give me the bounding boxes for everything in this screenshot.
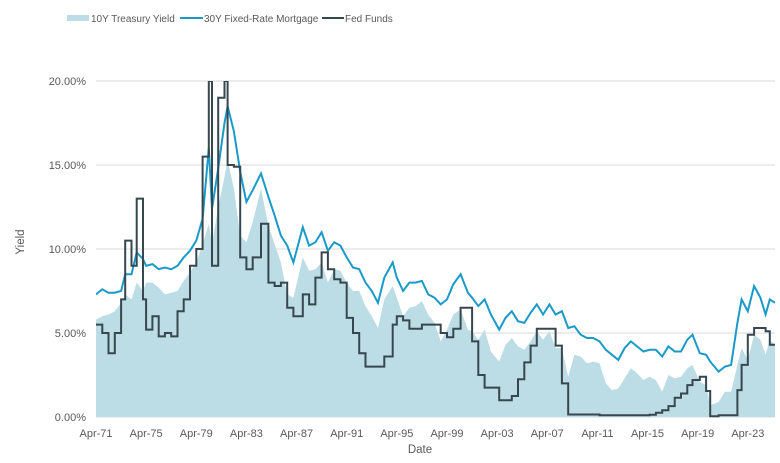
x-tick-label: Apr-83: [230, 428, 263, 440]
legend-swatch-10y: [67, 15, 89, 21]
x-tick-label: Apr-91: [330, 428, 363, 440]
series-fed-funds-line: [96, 81, 775, 418]
legend-label-30y: 30Y Fixed-Rate Mortgage: [204, 14, 319, 25]
x-tick-label: Apr-15: [631, 428, 664, 440]
legend-label-fed: Fed Funds: [345, 14, 393, 25]
x-axis-title: Date: [408, 444, 432, 456]
series-10y-treasury-area: [96, 160, 775, 417]
x-tick-label: Apr-99: [430, 428, 463, 440]
x-tick-label: Apr-11: [581, 428, 613, 440]
y-tick-label: 20.00%: [49, 76, 87, 88]
x-tick-label: Apr-19: [681, 428, 714, 440]
y-tick-label: 10.00%: [49, 244, 87, 256]
x-axis: Apr-71 Apr-75 Apr-79 Apr-83 Apr-87 Apr-91 Apr-…: [79, 428, 764, 440]
series-30y-mortgage-line: [96, 105, 776, 373]
y-axis-title: Yield: [15, 229, 27, 254]
y-tick-label: 0.00%: [55, 412, 86, 424]
legend-label-10y: 10Y Treasury Yield: [91, 14, 175, 25]
y-axis: 0.00% 5.00% 10.00% 15.00% 20.00%: [49, 76, 87, 424]
x-tick-label: Apr-07: [531, 428, 564, 440]
y-tick-label: 15.00%: [49, 160, 87, 172]
x-tick-label: Apr-03: [481, 428, 514, 440]
x-tick-label: Apr-75: [130, 428, 163, 440]
x-tick-label: Apr-79: [180, 428, 213, 440]
y-tick-label: 5.00%: [55, 328, 86, 340]
x-tick-label: Apr-71: [79, 428, 112, 440]
x-tick-label: Apr-87: [280, 428, 313, 440]
x-tick-label: Apr-23: [731, 428, 764, 440]
legend: 10Y Treasury Yield 30Y Fixed-Rate Mortga…: [67, 14, 393, 25]
x-tick-label: Apr-95: [380, 428, 413, 440]
